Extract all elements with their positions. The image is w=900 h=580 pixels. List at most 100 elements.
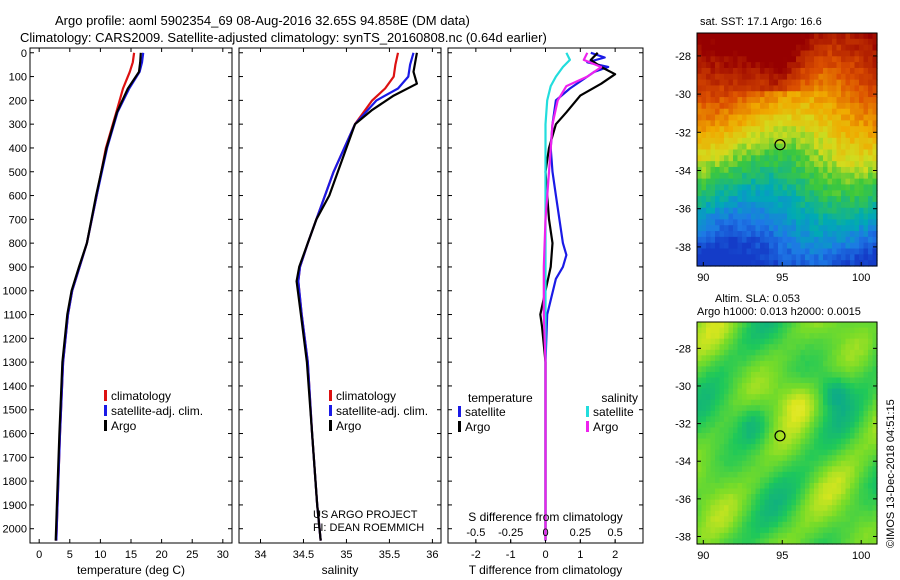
sst-map-cell	[818, 196, 824, 203]
sla-map-cell	[773, 538, 779, 545]
sla-map-cell	[737, 388, 743, 395]
sst-map-cell	[823, 126, 829, 133]
sla-map-cell	[755, 449, 761, 456]
sla-map-cell	[832, 471, 838, 478]
sla-map-cell	[701, 438, 707, 445]
sst-map-cell	[863, 120, 869, 127]
sla-map-cell	[841, 494, 847, 501]
sla-map-cell	[823, 494, 829, 501]
sst-map-cell	[719, 91, 725, 98]
sst-map-cell	[796, 184, 802, 191]
sla-map-cell	[809, 482, 815, 490]
sla-map-cell	[827, 377, 833, 384]
sla-map-cell	[719, 371, 725, 379]
sla-map-cell	[755, 344, 761, 351]
sla-map-cell	[859, 505, 865, 512]
sst-map-cell	[769, 190, 775, 197]
sst-map-cell	[764, 149, 770, 156]
sla-map-cell	[836, 322, 842, 329]
sst-map-cell	[697, 50, 703, 57]
sst-map-cell	[782, 79, 788, 87]
sst-map-cell	[836, 260, 842, 267]
sst-map-cell	[859, 62, 865, 69]
sla-map-cell	[809, 538, 815, 545]
sst-map-cell	[796, 149, 802, 156]
imos-stamp: ©IMOS 13-Dec-2018 04:51:15	[885, 399, 897, 548]
sst-map-cell	[746, 248, 752, 255]
sla-map-cell	[841, 416, 847, 423]
sst-map-cell	[787, 132, 793, 139]
sla-map-cell	[697, 366, 703, 373]
sla-map-cell	[782, 521, 788, 528]
sla-map-cell	[733, 327, 739, 334]
sst-map-cell	[769, 102, 775, 110]
sst-map-cell	[809, 242, 815, 250]
sst-map-cell	[728, 231, 734, 238]
sla-map-cell	[697, 355, 703, 362]
sst-map-cell	[850, 254, 856, 261]
sst-map-cell	[746, 79, 752, 87]
sla-map-cell	[805, 488, 811, 495]
sla-map-cell	[778, 455, 784, 462]
sla-map-cell	[850, 482, 856, 490]
sst-map-cell	[836, 149, 842, 156]
title-line-2: Climatology: CARS2009. Satellite-adjuste…	[20, 30, 547, 45]
sla-map-cell	[809, 322, 815, 329]
sla-map-cell	[823, 349, 829, 356]
xtick-label: 0	[542, 549, 548, 561]
sst-map-cell	[859, 91, 865, 98]
sst-map-cell	[841, 85, 847, 92]
sst-map-cell	[760, 161, 766, 168]
sst-map-cell	[764, 213, 770, 220]
sla-map-cell	[751, 416, 757, 423]
sst-map-cell	[854, 143, 860, 151]
sst-map-cell	[719, 166, 725, 174]
sst-map-cell	[760, 132, 766, 139]
sst-map-cell	[737, 219, 743, 226]
sla-map-cell	[719, 377, 725, 384]
sst-map-cell	[814, 38, 820, 46]
sla-map-cell	[832, 360, 838, 367]
sla-map-cell	[778, 338, 784, 345]
sst-map-cell	[764, 33, 770, 40]
sla-map-cell	[782, 460, 788, 467]
sla-map-cell	[715, 444, 721, 451]
sla-map-cell	[841, 421, 847, 429]
sla-map-cell	[706, 499, 712, 506]
sla-map-cell	[728, 499, 734, 506]
sst-map-cell	[854, 155, 860, 162]
sst-map-cell	[719, 236, 725, 244]
sst-map-cell	[728, 114, 734, 121]
sst-map-cell	[787, 108, 793, 116]
sla-map-cell	[778, 488, 784, 495]
sst-map-cell	[841, 33, 847, 40]
sla-map-cell	[746, 405, 752, 412]
sla-map-cell	[719, 460, 725, 467]
sst-map-cell	[809, 143, 815, 151]
sla-map-cell	[782, 388, 788, 395]
sst-map-cell	[854, 50, 860, 57]
sst-map-cell	[854, 108, 860, 116]
sla-map-cell	[782, 344, 788, 351]
sla-map-cell	[854, 510, 860, 517]
sla-map-cell	[836, 499, 842, 506]
sst-map-cell	[841, 126, 847, 133]
s-tick-label: -0.5	[466, 527, 485, 539]
sst-map-cell	[872, 225, 878, 232]
sla-map-cell	[827, 410, 833, 417]
sla-map-cell	[836, 449, 842, 456]
sla-map-cell	[701, 449, 707, 456]
sst-map-cell	[706, 120, 712, 127]
sla-map-cell	[701, 505, 707, 512]
legend-label: Argo	[465, 420, 491, 434]
sla-map-cell	[764, 416, 770, 423]
sla-map-cell	[724, 482, 730, 490]
sla-map-cell	[719, 344, 725, 351]
sst-map-cell	[814, 97, 820, 104]
sst-map-cell	[814, 213, 820, 220]
sla-map-cell	[746, 416, 752, 423]
sst-map-cell	[724, 207, 730, 215]
sst-map-cell	[760, 85, 766, 92]
sla-map-cell	[778, 377, 784, 384]
sla-map-cell	[773, 399, 779, 406]
